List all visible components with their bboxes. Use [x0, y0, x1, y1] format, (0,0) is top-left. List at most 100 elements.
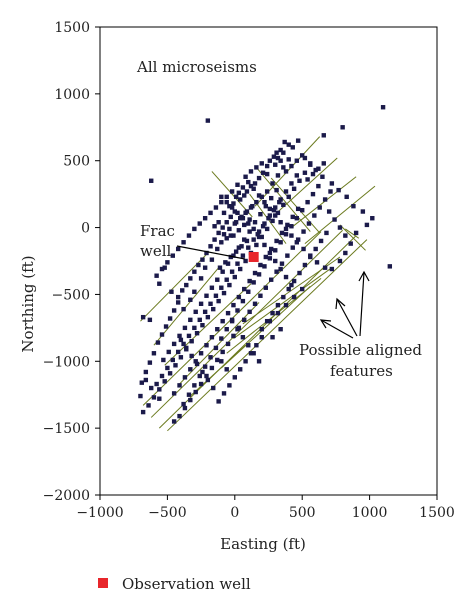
microseism-point: [227, 226, 232, 232]
microseism-point: [264, 189, 270, 194]
microseism-point: [286, 286, 291, 292]
microseism-point: [242, 222, 247, 228]
microseism-point: [197, 373, 202, 379]
microseism-point: [198, 381, 204, 387]
microseism-point: [274, 269, 279, 274]
microseism-point: [259, 335, 264, 340]
microseism-point: [188, 397, 193, 403]
microseism-point: [251, 186, 256, 191]
microseism-point: [271, 207, 277, 213]
microseism-point: [294, 158, 300, 163]
microseism-point: [219, 285, 224, 290]
microseism-point: [294, 173, 300, 178]
microseism-point: [260, 224, 266, 229]
microseism-point: [267, 250, 273, 256]
microseism-point: [242, 317, 247, 323]
microseism-point: [239, 244, 244, 249]
microseism-point: [256, 234, 262, 240]
microseism-point: [255, 232, 260, 237]
aligned-feature-line: [153, 267, 220, 346]
microseism-point: [267, 206, 273, 212]
microseism-point: [228, 254, 233, 260]
microseism-point: [295, 138, 301, 143]
microseism-point: [271, 154, 277, 159]
microseism-point: [216, 298, 221, 304]
microseism-point: [231, 302, 236, 308]
microseism-point: [215, 246, 220, 252]
microseism-point: [212, 224, 217, 229]
microseism-point: [242, 286, 247, 292]
microseism-point: [231, 253, 236, 258]
microseism-point: [251, 280, 256, 285]
microseism-point: [236, 228, 242, 233]
microseism-point: [281, 150, 286, 155]
microseism-point: [227, 383, 232, 388]
microseism-point: [182, 375, 188, 380]
microseism-point: [161, 357, 166, 363]
microseism-point: [166, 349, 171, 355]
y-tick-label: −1000: [43, 354, 90, 370]
microseism-point: [162, 379, 167, 384]
legend-label-observation-well: Observation well: [122, 575, 251, 593]
microseism-point: [263, 285, 269, 290]
microseism-point: [240, 253, 246, 258]
microseism-point: [202, 309, 208, 315]
microseism-point: [159, 332, 165, 337]
microseism-point: [289, 233, 294, 238]
microseism-point: [248, 169, 254, 174]
microseism-point: [208, 244, 213, 249]
microseism-point: [270, 335, 275, 340]
microseism-point: [182, 405, 188, 411]
microseism-point: [273, 248, 278, 253]
microseism-point: [240, 185, 246, 190]
aligned-feature-line: [291, 176, 357, 228]
microseism-point: [186, 333, 192, 339]
microseism-point: [236, 245, 242, 250]
microseism-point: [181, 240, 186, 245]
y-tick-label: −1500: [43, 421, 90, 437]
microseism-point: [224, 367, 229, 372]
microseism-point: [149, 178, 154, 183]
microseism-point: [283, 232, 289, 237]
microseism-point: [228, 214, 233, 220]
microseism-point: [211, 385, 216, 391]
microseism-point: [317, 205, 322, 210]
microseism-point: [251, 226, 256, 232]
microseism-point: [313, 246, 318, 252]
microseism-point: [259, 234, 264, 240]
y-tick-label: 1000: [54, 87, 90, 103]
microseism-point: [274, 187, 279, 193]
chart-title: All microseisms: [136, 58, 257, 76]
microseism-point: [192, 289, 197, 294]
microseism-point: [138, 393, 143, 399]
microseism-point: [154, 273, 159, 278]
microseism-point: [175, 246, 181, 252]
microseism-point: [290, 145, 295, 150]
microseism-point: [165, 365, 170, 371]
x-tick-label: −500: [148, 505, 186, 521]
microseism-point: [224, 194, 229, 200]
microseism-point: [270, 218, 275, 224]
microseism-point: [248, 351, 254, 356]
microseism-point: [189, 339, 194, 344]
y-tick-label: 500: [63, 154, 90, 170]
microseism-point: [310, 191, 316, 197]
microseism-point: [171, 308, 177, 313]
microseism-point: [209, 285, 215, 290]
microseism-point: [202, 364, 208, 369]
microseism-point: [336, 187, 341, 193]
microseism-point: [221, 232, 227, 237]
microseism-point: [283, 302, 289, 308]
microseism-point: [246, 289, 251, 294]
microseism-point: [380, 105, 386, 110]
microseism-point: [213, 205, 219, 210]
microseism-point: [264, 171, 270, 177]
microseism-point: [237, 197, 243, 202]
microseism-point: [268, 277, 274, 282]
microseism-point: [219, 359, 224, 364]
microseism-point: [229, 205, 235, 210]
microseism-point: [200, 369, 205, 375]
microseism-point: [286, 142, 291, 147]
microseism-point: [236, 294, 242, 300]
microseism-point: [225, 310, 231, 316]
